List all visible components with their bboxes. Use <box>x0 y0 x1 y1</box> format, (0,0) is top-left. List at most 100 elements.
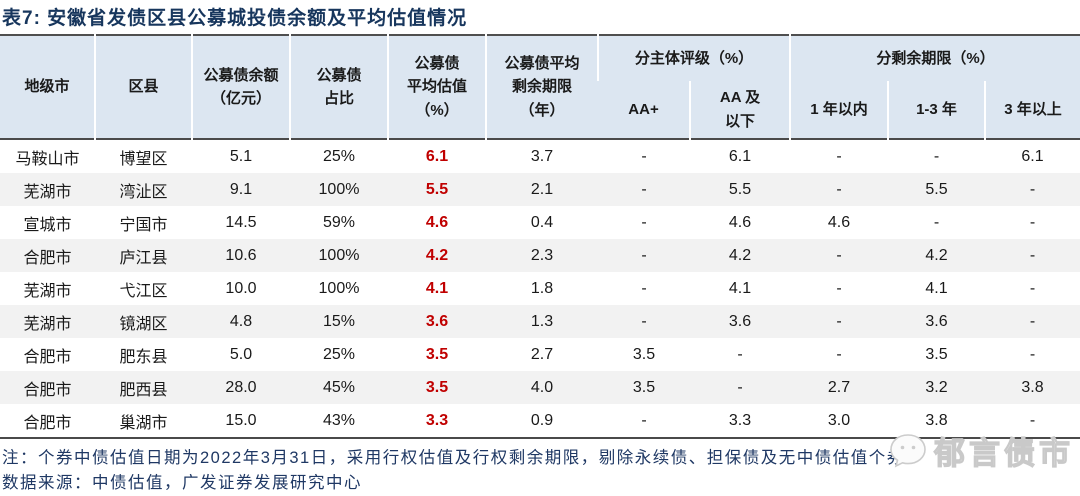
table-cell: - <box>641 180 647 198</box>
table-cell: - <box>737 378 743 396</box>
table-cell: 5.5 <box>925 180 948 198</box>
table-cell: 3.3 <box>728 411 752 429</box>
col-header-aa-below: AA 及 以下 <box>689 81 790 139</box>
table-cell: - <box>836 345 842 363</box>
table-cell: 4.0 <box>530 378 554 396</box>
table-cell: 巢湖市 <box>119 414 168 432</box>
table-cell: - <box>836 180 842 198</box>
header-group-row: 地级市 区县 公募债余额 （亿元） 公募债 占比 公募债 平均估值 （%） 公募… <box>0 35 1080 139</box>
table-cell: - <box>641 213 647 231</box>
table-cell: 9.1 <box>229 180 253 198</box>
table-cell: 合肥市 <box>23 348 72 366</box>
table-cell: 3.5 <box>925 345 948 363</box>
table-cell: - <box>836 246 842 264</box>
table-cell: 镜湖区 <box>119 315 168 333</box>
table-cell: 10.0 <box>225 279 257 297</box>
table-cell: - <box>1029 180 1036 198</box>
table-cell: 3.6 <box>925 312 948 330</box>
table-cell: 2.7 <box>530 345 554 363</box>
table-cell: 湾沚区 <box>119 183 168 201</box>
table-cell: - <box>836 279 842 297</box>
table-cell: 25% <box>322 345 356 363</box>
table-cell: 0.9 <box>530 411 554 429</box>
col-header-1-3y: 1-3 年 <box>887 81 985 139</box>
table-cell: 0.4 <box>530 213 554 231</box>
table-row: 合肥市 巢湖市 15.0 43% 3.3 0.9 - 3.3 3.0 3.8 - <box>0 404 1080 438</box>
table-cell: 100% <box>318 246 360 264</box>
table-cell: - <box>641 147 647 165</box>
table-cell: 3.3 <box>425 411 449 429</box>
table-cell: - <box>1029 312 1036 330</box>
table-cell: - <box>1029 411 1036 429</box>
table-cell: 14.5 <box>225 213 257 231</box>
table-cell: - <box>641 312 647 330</box>
table-cell: 3.5 <box>632 345 656 363</box>
table-cell: 3.0 <box>827 411 851 429</box>
table-cell: 4.2 <box>425 246 449 264</box>
table-cell: 4.1 <box>728 279 752 297</box>
table-cell: 3.6 <box>728 312 752 330</box>
table-cell: 3.5 <box>425 378 449 396</box>
group-header-issuer-rating: 分主体评级（%） <box>597 35 790 81</box>
table-cell: 马鞍山市 <box>15 150 80 168</box>
table-header: 地级市 区县 公募债余额 （亿元） 公募债 占比 公募债 平均估值 （%） 公募… <box>0 35 1080 139</box>
col-header-over-3y: 3 年以上 <box>984 81 1080 139</box>
table-cell: 4.6 <box>425 213 449 231</box>
table-cell: - <box>1029 279 1036 297</box>
table-cell: 59% <box>322 213 356 231</box>
col-header-city: 地级市 <box>24 78 70 96</box>
table-cell: 1.3 <box>530 312 554 330</box>
bond-table: 地级市 区县 公募债余额 （亿元） 公募债 占比 公募债 平均估值 （%） 公募… <box>0 34 1080 439</box>
table-cell: 100% <box>318 279 360 297</box>
table-cell: - <box>737 345 743 363</box>
table-cell: 肥东县 <box>119 348 168 366</box>
table-cell: 肥西县 <box>119 381 168 399</box>
table-cell: 3.6 <box>425 312 449 330</box>
table-cell: 2.1 <box>530 180 554 198</box>
table-cell: 3.5 <box>425 345 449 363</box>
table-cell: - <box>836 147 842 165</box>
table-cell: 宁国市 <box>119 216 168 234</box>
table-cell: 15% <box>322 312 356 330</box>
table-row: 芜湖市 弋江区 10.0 100% 4.1 1.8 - 4.1 - 4.1 - <box>0 272 1080 305</box>
col-header-avg-valuation: 公募债 平均估值 （%） <box>387 35 486 139</box>
table-cell: 芜湖市 <box>23 282 72 300</box>
table-row: 合肥市 肥东县 5.0 25% 3.5 2.7 3.5 - - 3.5 - <box>0 338 1080 371</box>
table-cell: 4.1 <box>925 279 948 297</box>
table-cell: 4.6 <box>827 213 851 231</box>
table-cell: 6.1 <box>728 147 752 165</box>
table-cell: 5.0 <box>229 345 253 363</box>
table-cell: 5.5 <box>728 180 752 198</box>
table-cell: 10.6 <box>225 246 257 264</box>
footnotes: 注：个券中债估值日期为2022年3月31日，采用行权估值及行权剩余期限，剔除永续… <box>0 446 1080 496</box>
col-header-district: 区县 <box>94 35 192 139</box>
table-cell: 100% <box>318 180 360 198</box>
table-cell: 3.2 <box>925 378 948 396</box>
table-cell: 45% <box>322 378 356 396</box>
table-cell: 5.1 <box>229 147 253 165</box>
table-cell: 2.3 <box>530 246 554 264</box>
table-cell: 2.7 <box>827 378 851 396</box>
table-cell: 4.8 <box>229 312 253 330</box>
col-header-share: 公募债 占比 <box>289 35 388 139</box>
table-cell: 芜湖市 <box>23 315 72 333</box>
table-cell: - <box>641 279 647 297</box>
table-body: 马鞍山市 博望区 5.1 25% 6.1 3.7 - 6.1 - - 6.1 芜湖市 湾沚区 9.1 100… <box>0 139 1080 438</box>
table-cell: 3.8 <box>925 411 948 429</box>
table-cell: - <box>836 312 842 330</box>
table-title: 表7: 安徽省发债区县公募城投债余额及平均估值情况 <box>2 8 468 29</box>
table-cell: 博望区 <box>119 150 168 168</box>
col-header-avg-maturity: 公募债平均 剩余期限 （年） <box>485 35 598 139</box>
table-cell: - <box>641 411 647 429</box>
table-cell: - <box>1029 246 1036 264</box>
table-cell: 芜湖市 <box>23 183 72 201</box>
table-cell: 3.7 <box>530 147 554 165</box>
table-cell: 1.8 <box>530 279 554 297</box>
table-cell: 5.5 <box>425 180 449 198</box>
header-sub-row: AA+ AA 及 以下 1 年以内 1-3 年 3 年以上 <box>0 81 1080 139</box>
table-row: 宣城市 宁国市 14.5 59% 4.6 0.4 - 4.6 4.6 - - <box>0 206 1080 239</box>
table-cell: 弋江区 <box>119 282 168 300</box>
table-cell: 合肥市 <box>23 414 72 432</box>
table-cell: 6.1 <box>425 147 449 165</box>
col-header-within-1y: 1 年以内 <box>789 81 888 139</box>
